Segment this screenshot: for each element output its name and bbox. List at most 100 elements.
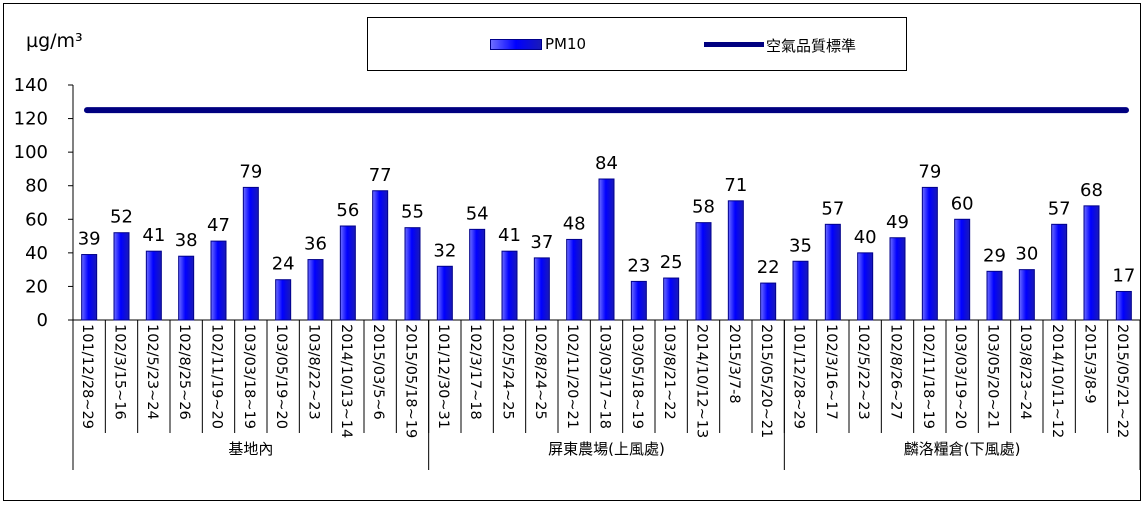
bar	[178, 255, 195, 321]
bar-value-label: 58	[692, 197, 715, 218]
bar	[824, 223, 841, 321]
y-tick-label: 20	[25, 276, 48, 297]
x-tick-label: 102/11/18~19	[920, 324, 936, 429]
bar-value-label: 52	[110, 207, 133, 228]
bar	[954, 218, 971, 321]
y-tick-label: 100	[14, 142, 48, 163]
bar	[113, 232, 130, 321]
bar	[501, 250, 518, 321]
bar	[857, 252, 874, 321]
bar	[792, 260, 809, 321]
group-label: 麟洛糧倉(下風處)	[904, 440, 1021, 458]
x-tick-label: 102/3/16~17	[823, 324, 839, 420]
x-tick-label: 2015/05/18~19	[403, 324, 419, 438]
x-tick-label: 2014/10/13~14	[338, 324, 354, 438]
bar-value-label: 40	[854, 227, 877, 248]
x-tick-label: 102/5/22~23	[855, 324, 871, 420]
bar-value-label: 39	[78, 229, 101, 250]
x-tick-label: 2015/3/7-8	[726, 324, 742, 404]
bar	[81, 254, 98, 321]
bar-value-label: 84	[595, 153, 618, 174]
x-tick-label: 101/12/30~31	[435, 324, 451, 429]
x-tick-label: 2015/05/21~22	[1114, 324, 1130, 438]
bar	[533, 257, 550, 321]
bar	[727, 200, 744, 321]
y-tick-label: 40	[25, 243, 48, 264]
bar-value-label: 17	[1112, 265, 1135, 286]
bar-value-label: 29	[983, 245, 1006, 266]
x-tick-label: 103/03/17~18	[597, 324, 613, 429]
bar-value-label: 57	[821, 198, 844, 219]
bar	[889, 237, 906, 321]
x-tick-label: 103/05/18~19	[629, 324, 645, 429]
x-tick-label: 102/3/15~16	[112, 324, 128, 420]
y-tick-label: 80	[25, 176, 48, 197]
bar	[1051, 223, 1068, 321]
x-tick-label: 102/8/26~27	[888, 324, 904, 420]
bar-value-label: 32	[433, 240, 456, 261]
x-tick-label: 2015/3/8-9	[1082, 324, 1098, 404]
x-tick-label: 2015/05/20~21	[758, 324, 774, 438]
legend-bar-swatch	[490, 39, 542, 50]
x-tick-label: 103/05/19~20	[273, 324, 289, 429]
x-tick-label: 103/05/20~21	[985, 324, 1001, 429]
bar	[986, 270, 1003, 321]
bar-value-label: 41	[498, 225, 521, 246]
bar-value-label: 37	[530, 232, 553, 253]
bar-value-label: 79	[918, 161, 941, 182]
x-tick-label: 101/12/28~29	[79, 324, 95, 429]
bar-value-label: 56	[336, 200, 359, 221]
y-tick-label: 0	[37, 310, 48, 331]
bar-value-label: 54	[466, 203, 489, 224]
x-tick-label: 102/5/24~25	[500, 324, 516, 420]
bar-value-label: 35	[789, 235, 812, 256]
x-tick-label: 103/8/22~23	[306, 324, 322, 420]
x-tick-label: 103/8/21~22	[661, 324, 677, 420]
x-tick-label: 102/8/24~25	[532, 324, 548, 420]
bar-value-label: 60	[951, 193, 974, 214]
x-tick-label: 2014/10/12~13	[694, 324, 710, 438]
x-tick-label: 103/03/19~20	[952, 324, 968, 429]
bar	[760, 282, 777, 321]
x-tick-label: 103/8/23~24	[1017, 324, 1033, 420]
chart-frame	[3, 3, 1141, 501]
y-tick-label: 140	[14, 75, 48, 96]
bar	[436, 265, 453, 321]
x-tick-label: 102/11/20~21	[564, 324, 580, 429]
bar-value-label: 38	[175, 230, 198, 251]
bar-value-label: 30	[1015, 244, 1038, 265]
y-tick-label: 120	[14, 109, 48, 130]
bar	[1083, 205, 1100, 321]
bar-value-label: 49	[886, 212, 909, 233]
legend-line-swatch	[704, 42, 764, 47]
bar	[469, 228, 486, 321]
bar	[404, 227, 421, 321]
bar-value-label: 48	[563, 213, 586, 234]
bar-value-label: 71	[724, 175, 747, 196]
bar	[210, 240, 227, 321]
legend-bar-label: PM10	[545, 35, 587, 53]
group-label: 屏東農場(上風處)	[548, 440, 665, 458]
bar	[630, 280, 647, 321]
x-tick-label: 101/12/28~29	[791, 324, 807, 429]
bar-value-label: 23	[627, 255, 650, 276]
bar	[372, 190, 389, 321]
x-tick-label: 102/11/19~20	[209, 324, 225, 429]
bar	[145, 250, 162, 321]
bar	[566, 238, 583, 321]
bar-value-label: 77	[369, 165, 392, 186]
x-tick-label: 2014/10/11~12	[1049, 324, 1065, 438]
bar-value-label: 47	[207, 215, 230, 236]
bar-value-label: 68	[1080, 180, 1103, 201]
bar	[663, 277, 680, 321]
y-tick-label: 60	[25, 209, 48, 230]
x-tick-label: 102/8/25~26	[176, 324, 192, 420]
bar-value-label: 22	[757, 257, 780, 278]
x-tick-label: 2015/03/5~6	[370, 324, 386, 420]
bar-value-label: 79	[239, 161, 262, 182]
bar-value-label: 36	[304, 234, 327, 255]
x-tick-label: 103/03/18~19	[241, 324, 257, 429]
x-tick-label: 102/3/17~18	[467, 324, 483, 420]
bar	[1018, 269, 1035, 321]
